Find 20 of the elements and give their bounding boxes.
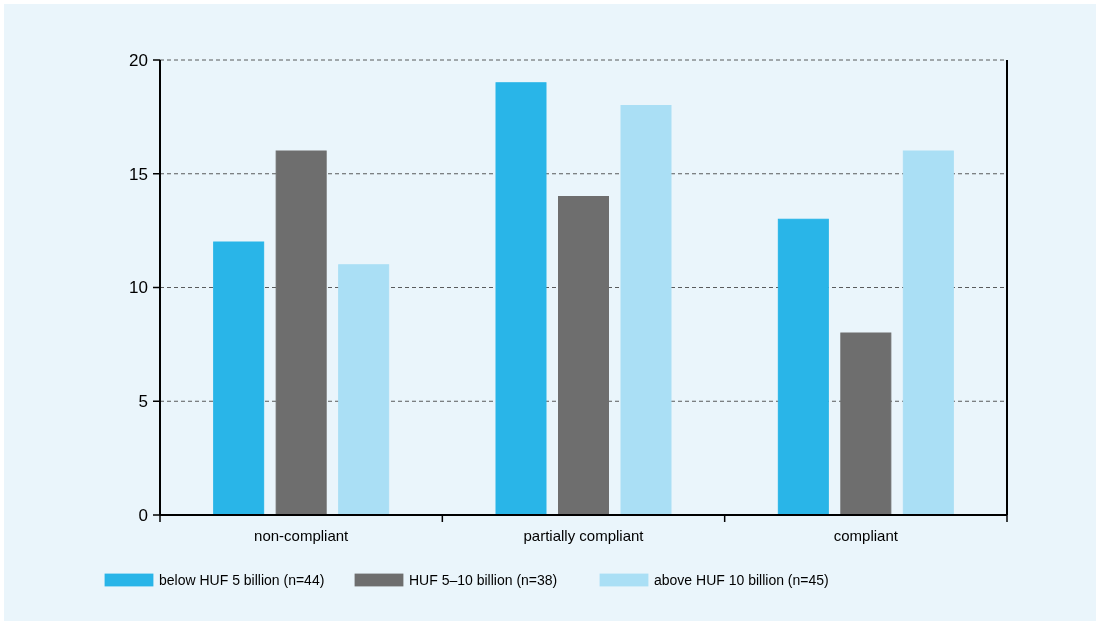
y-tick-label: 15 bbox=[129, 164, 148, 184]
y-tick-label: 5 bbox=[138, 392, 148, 412]
bar bbox=[495, 82, 547, 516]
y-tick-label: 10 bbox=[129, 278, 148, 298]
bar bbox=[620, 105, 672, 516]
legend-label: above HUF 10 billion (n=45) bbox=[654, 571, 829, 588]
bar bbox=[840, 332, 892, 516]
bar bbox=[213, 241, 265, 516]
bar bbox=[777, 218, 829, 516]
bar bbox=[275, 150, 327, 516]
bar bbox=[902, 150, 954, 516]
x-tick-label: partially compliant bbox=[523, 527, 645, 544]
x-tick-label: compliant bbox=[833, 527, 899, 544]
bar bbox=[338, 264, 390, 516]
y-tick-label: 0 bbox=[138, 505, 148, 525]
x-tick-label: non-compliant bbox=[254, 527, 350, 544]
bar bbox=[558, 196, 609, 516]
legend-label: below HUF 5 billion (n=44) bbox=[159, 571, 325, 588]
legend-label: HUF 5–10 billion (n=38) bbox=[409, 571, 558, 588]
y-tick-label: 20 bbox=[129, 50, 148, 70]
